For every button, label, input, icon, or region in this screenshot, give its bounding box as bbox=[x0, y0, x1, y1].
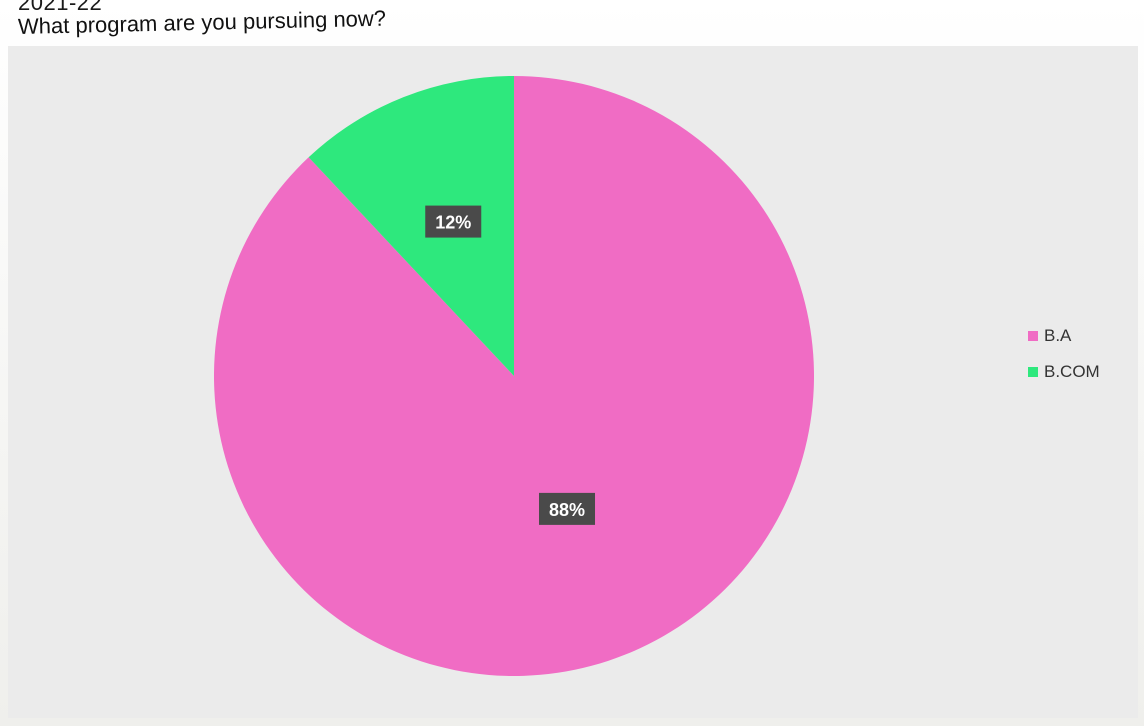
legend-item-bcom: B.COM bbox=[1028, 358, 1100, 386]
legend-label-bcom: B.COM bbox=[1044, 362, 1100, 381]
data-label-text: 88% bbox=[549, 500, 585, 520]
legend: B.A B.COM bbox=[1028, 322, 1100, 394]
pie-slice-bcom bbox=[308, 76, 514, 376]
year-label: 2021-22 bbox=[18, 0, 103, 15]
legend-swatch-bcom bbox=[1028, 367, 1038, 377]
data-label-box bbox=[539, 492, 596, 525]
data-label-ba: 88% bbox=[539, 492, 596, 525]
data-label-text: 12% bbox=[435, 213, 471, 233]
data-label-box bbox=[425, 205, 482, 238]
legend-swatch-ba bbox=[1028, 331, 1038, 341]
data-label-bcom: 12% bbox=[425, 205, 482, 238]
legend-item-ba: B.A bbox=[1028, 322, 1100, 350]
legend-label-ba: B.A bbox=[1044, 326, 1072, 345]
